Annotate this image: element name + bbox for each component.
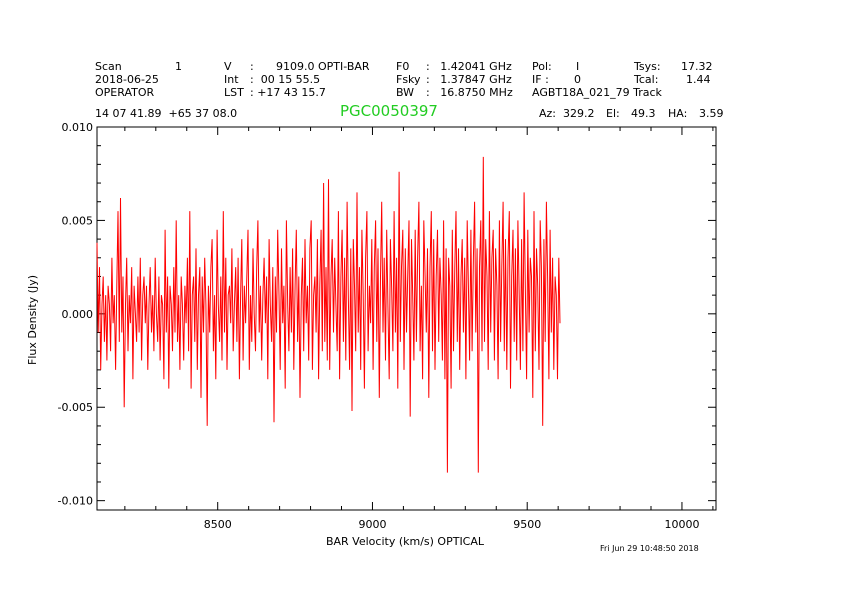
polarization-value: I <box>576 60 580 73</box>
azimuth-value: 329.2 <box>563 107 595 120</box>
fsky-label: Fsky <box>396 73 421 86</box>
observer-name: OPERATOR <box>95 86 155 99</box>
observation-date: 2018-06-25 <box>95 73 159 86</box>
tsys-label: Tsys: <box>634 60 661 73</box>
spectrum-trace-group <box>96 156 561 473</box>
integration-label: Int <box>224 73 239 86</box>
tsys-value: 17.32 <box>681 60 713 73</box>
velocity-separator: : <box>250 60 254 73</box>
scan-label: Scan <box>95 60 122 73</box>
bandwidth-label: BW <box>396 86 415 99</box>
polarization-label: Pol: <box>532 60 552 73</box>
x-tick-label: 10000 <box>664 518 699 531</box>
if-value: 0 <box>574 73 581 86</box>
lst-value: : +17 43 15.7 <box>250 86 326 99</box>
hour-angle-label: HA: <box>668 107 688 120</box>
f0-label: F0 <box>396 60 410 73</box>
x-tick-label: 9500 <box>513 518 541 531</box>
y-tick-label: -0.005 <box>58 401 93 414</box>
timestamp: Fri Jun 29 10:48:50 2018 <box>600 544 699 553</box>
tcal-label: Tcal: <box>634 73 659 86</box>
x-tick-label: 9000 <box>358 518 386 531</box>
object-name-title: PGC0050397 <box>340 102 438 120</box>
velocity-label: V <box>224 60 232 73</box>
elevation-label: El: <box>606 107 620 120</box>
y-tick-label: -0.010 <box>58 495 93 508</box>
lst-label: LST <box>224 86 244 99</box>
plot-frame <box>96 126 717 511</box>
azimuth-label: Az: <box>539 107 557 120</box>
project-track: AGBT18A_021_79 Track <box>532 86 662 99</box>
tcal-value: 1.44 <box>686 73 711 86</box>
y-axis-label: Flux Density (Jy) <box>26 275 39 365</box>
elevation-value: 49.3 <box>631 107 656 120</box>
scan-value: 1 <box>175 60 182 73</box>
y-tick-label: 0.000 <box>62 308 94 321</box>
source-coordinates: 14 07 41.89 +65 37 08.0 <box>95 107 238 120</box>
f0-value: : 1.42041 GHz <box>426 60 512 73</box>
y-tick-label: 0.005 <box>62 214 94 227</box>
spectrum-line <box>96 156 561 473</box>
integration-value: : 00 15 55.5 <box>250 73 321 86</box>
if-label: IF : <box>532 73 549 86</box>
x-axis-label: BAR Velocity (km/s) OPTICAL <box>326 535 485 548</box>
y-tick-label: 0.010 <box>62 121 94 134</box>
fsky-value: : 1.37847 GHz <box>426 73 512 86</box>
hour-angle-value: 3.59 <box>699 107 724 120</box>
bandwidth-value: : 16.8750 MHz <box>426 86 513 99</box>
axis-ticks: 8500 9000 9500 10000 -0.010 -0.005 0.000 0.005 0… <box>58 121 716 531</box>
x-tick-label: 8500 <box>204 518 232 531</box>
velocity-value: 9109.0 OPTI-BAR <box>276 60 370 73</box>
